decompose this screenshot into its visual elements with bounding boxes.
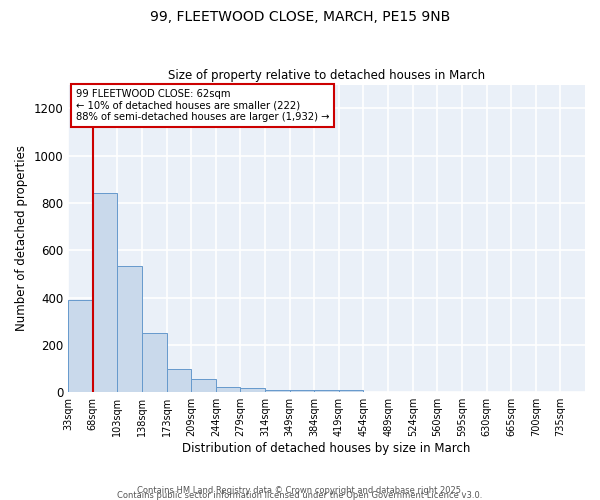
Text: 99 FLEETWOOD CLOSE: 62sqm
← 10% of detached houses are smaller (222)
88% of semi: 99 FLEETWOOD CLOSE: 62sqm ← 10% of detac… xyxy=(76,89,329,122)
Bar xyxy=(265,390,290,392)
Bar xyxy=(241,388,265,392)
Bar xyxy=(339,390,364,392)
Y-axis label: Number of detached properties: Number of detached properties xyxy=(15,146,28,332)
Bar xyxy=(216,388,241,392)
Bar xyxy=(93,194,118,392)
Text: Contains public sector information licensed under the Open Government Licence v3: Contains public sector information licen… xyxy=(118,491,482,500)
Text: Contains HM Land Registry data © Crown copyright and database right 2025.: Contains HM Land Registry data © Crown c… xyxy=(137,486,463,495)
Bar xyxy=(167,370,191,392)
Text: 99, FLEETWOOD CLOSE, MARCH, PE15 9NB: 99, FLEETWOOD CLOSE, MARCH, PE15 9NB xyxy=(150,10,450,24)
Bar xyxy=(142,333,167,392)
Bar xyxy=(314,390,339,392)
Bar xyxy=(191,379,216,392)
Title: Size of property relative to detached houses in March: Size of property relative to detached ho… xyxy=(168,69,485,82)
Bar xyxy=(68,300,93,392)
Bar xyxy=(118,266,142,392)
Bar xyxy=(290,390,314,392)
X-axis label: Distribution of detached houses by size in March: Distribution of detached houses by size … xyxy=(182,442,471,455)
